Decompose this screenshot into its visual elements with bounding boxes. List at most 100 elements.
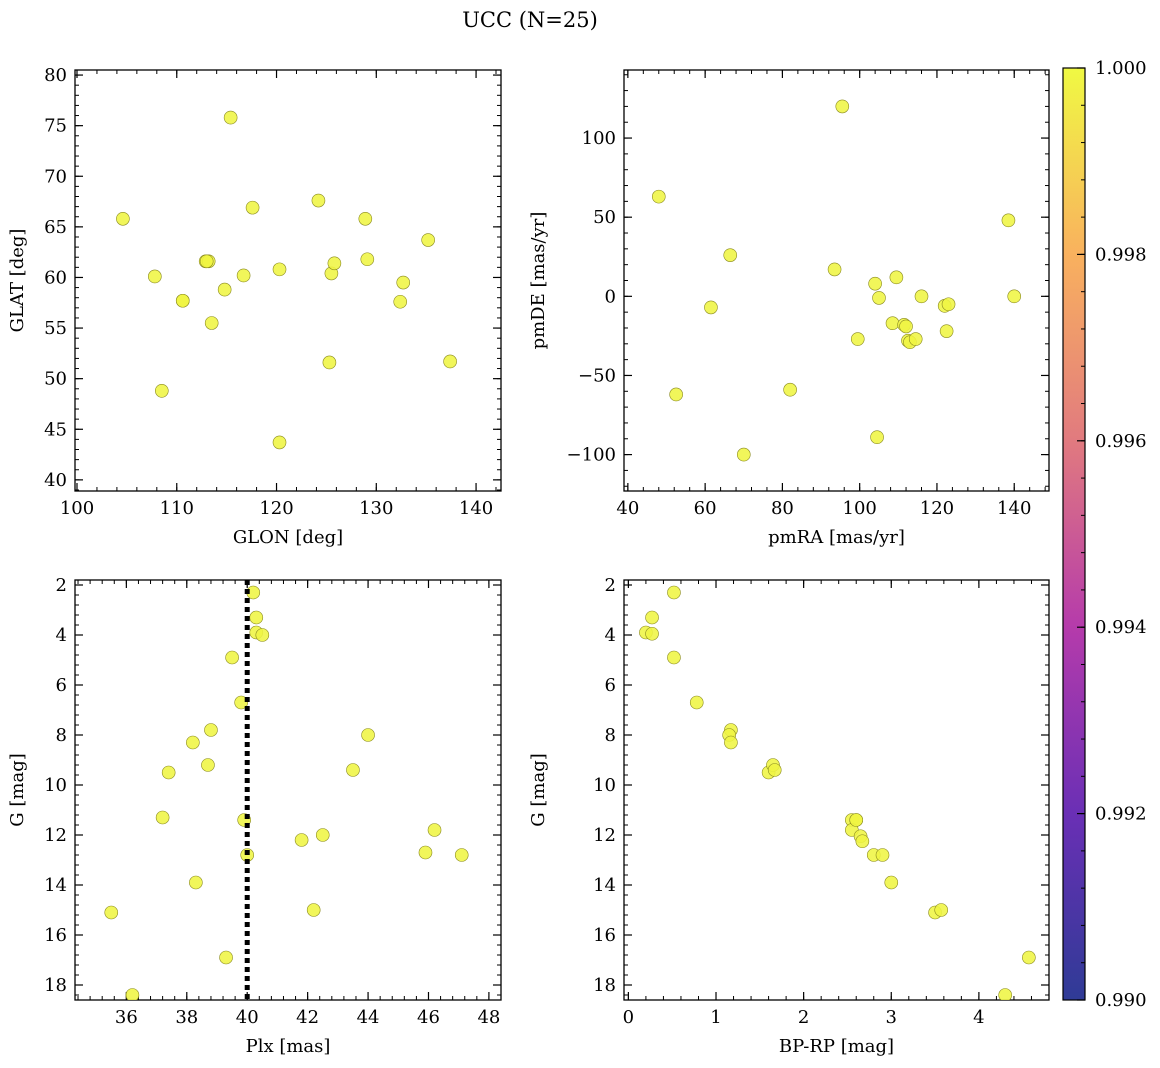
x-tick-label: 140	[459, 498, 493, 519]
data-point	[1022, 950, 1036, 965]
plot-frame	[623, 579, 1050, 1001]
y-tick-label: 16	[593, 925, 616, 946]
y-tick-label: 4	[56, 625, 67, 646]
data-point	[1001, 213, 1016, 228]
data-point	[899, 319, 913, 334]
y-axis-label: pmDE [mas/yr]	[528, 212, 549, 350]
data-point	[908, 332, 923, 346]
y-tick-label: 10	[593, 775, 616, 796]
data-point	[245, 200, 260, 215]
data-point	[223, 110, 238, 125]
data-point	[868, 276, 882, 291]
data-point	[418, 845, 433, 860]
data-layer	[651, 99, 1022, 462]
data-point	[360, 252, 375, 267]
data-point	[941, 297, 956, 312]
x-axis-label: GLON [deg]	[233, 527, 343, 548]
y-tick-label: 12	[593, 825, 616, 846]
data-point	[116, 211, 130, 226]
colorbar-tick-label: 0.996	[1095, 431, 1147, 452]
x-tick-label: 40	[236, 1007, 259, 1028]
x-tick-label: 48	[477, 1007, 500, 1028]
data-point	[669, 387, 683, 402]
y-tick-label: −100	[567, 445, 616, 466]
data-point	[724, 735, 738, 750]
x-tick-label: 140	[997, 498, 1031, 519]
data-point	[204, 316, 219, 330]
y-tick-label: 2	[56, 575, 67, 596]
colorbar-tick-label: 1.000	[1095, 58, 1147, 79]
y-tick-label: 12	[44, 825, 67, 846]
data-layer	[639, 585, 1036, 1000]
data-point	[154, 384, 169, 398]
data-point	[217, 282, 232, 297]
data-point	[849, 813, 864, 827]
y-tick-label: 2	[605, 575, 616, 596]
y-tick-label: 8	[56, 725, 67, 746]
data-point	[835, 99, 850, 114]
y-tick-label: 10	[44, 775, 67, 796]
x-tick-label: 100	[843, 498, 877, 519]
colorbar: 0.990 0.992 0.994 0.996 0.998 1.000	[1062, 58, 1147, 1011]
y-tick-label: 14	[44, 875, 67, 896]
x-tick-label: 2	[798, 1007, 809, 1028]
data-point	[767, 763, 782, 777]
data-point	[875, 848, 890, 862]
y-axis-label: GLAT [deg]	[7, 229, 28, 333]
x-axis-label: pmRA [mas/yr]	[768, 527, 905, 548]
data-point	[396, 275, 411, 290]
x-tick-label: 44	[357, 1007, 380, 1028]
data-point	[161, 765, 176, 780]
x-tick-label: 46	[417, 1007, 440, 1028]
data-point	[645, 610, 659, 625]
y-tick-label: 80	[44, 65, 67, 86]
data-point	[361, 728, 375, 742]
data-point	[889, 270, 904, 285]
data-point	[104, 905, 119, 920]
x-tick-label: 36	[115, 1007, 138, 1028]
colorbar-gradient	[1062, 67, 1086, 1001]
data-point	[327, 256, 342, 271]
y-tick-label: 70	[44, 166, 67, 187]
colorbar-tick-label: 0.990	[1095, 990, 1147, 1011]
x-tick-label: 42	[296, 1007, 319, 1028]
data-point	[855, 834, 870, 849]
data-point	[884, 875, 899, 890]
colorbar-tick-label: 0.994	[1095, 617, 1147, 638]
data-point	[234, 695, 248, 710]
data-point	[249, 610, 264, 625]
x-axis-label: BP-RP [mag]	[779, 1036, 894, 1057]
data-point	[393, 294, 408, 309]
data-point	[783, 382, 797, 397]
colorbar-tick-label: 0.998	[1095, 244, 1147, 265]
data-point	[125, 988, 140, 1000]
data-point	[201, 758, 215, 772]
x-tick-label: 120	[920, 498, 954, 519]
data-point	[934, 903, 949, 917]
data-point	[454, 848, 469, 862]
data-point	[306, 903, 321, 917]
data-point	[704, 300, 718, 315]
x-tick-label: 130	[359, 498, 393, 519]
x-tick-label: 38	[175, 1007, 198, 1028]
data-point	[870, 430, 884, 444]
y-tick-label: 100	[582, 128, 616, 149]
x-tick-label: 0	[623, 1007, 634, 1028]
panel-pmra-pmde: 40 60 80 100 120 140 −100 −50 0 50 100 pmRA [mas/yr…	[528, 69, 1050, 548]
plot-frame	[74, 69, 502, 492]
data-point	[255, 628, 270, 642]
y-tick-label: 0	[605, 286, 616, 307]
y-axis-label: G [mag]	[528, 753, 549, 826]
y-tick-label: 50	[593, 207, 616, 228]
y-tick-label: 55	[44, 318, 67, 339]
y-tick-label: −50	[578, 365, 616, 386]
x-tick-label: 1	[710, 1007, 721, 1028]
x-tick-label: 40	[616, 498, 639, 519]
data-point	[998, 988, 1012, 1000]
y-tick-label: 50	[44, 369, 67, 390]
data-layer	[116, 110, 457, 450]
y-tick-label: 4	[605, 625, 616, 646]
data-point	[204, 723, 218, 737]
